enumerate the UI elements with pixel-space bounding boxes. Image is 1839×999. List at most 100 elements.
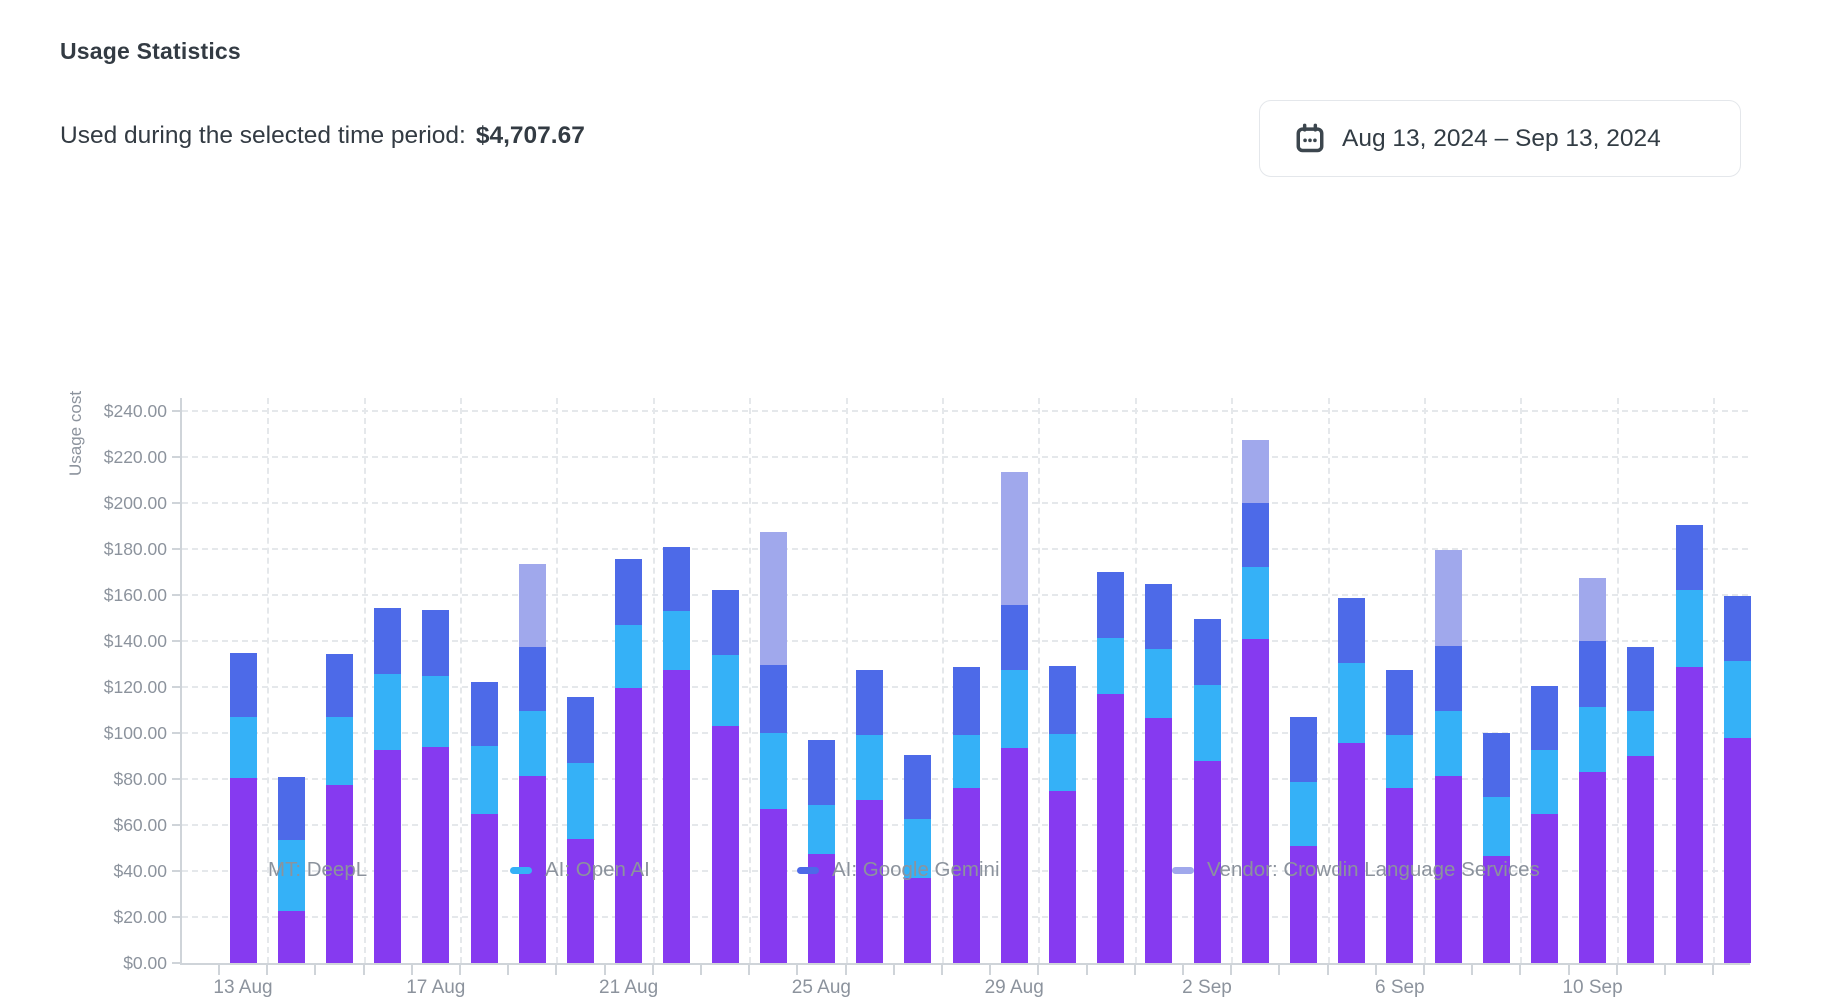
legend-item[interactable]: AI: Open AI [510,858,650,882]
bar-segment[interactable] [1530,813,1558,963]
stacked-bar[interactable] [663,546,691,963]
date-range-button[interactable]: Aug 13, 2024 – Sep 13, 2024 [1259,100,1741,177]
bar-segment[interactable] [277,911,305,963]
bar-segment[interactable] [1675,590,1703,668]
stacked-bar[interactable] [1579,577,1607,963]
bar-segment[interactable] [807,805,835,854]
bar-segment[interactable] [1627,711,1655,756]
bar-segment[interactable] [759,665,787,734]
bar-segment[interactable] [422,746,450,963]
bar-segment[interactable] [1530,750,1558,814]
stacked-bar[interactable] [1145,583,1173,963]
stacked-bar[interactable] [1675,524,1703,963]
stacked-bar[interactable] [952,667,980,963]
bar-segment[interactable] [615,688,643,963]
bar-segment[interactable] [229,716,257,778]
bar-segment[interactable] [1434,711,1462,776]
bar-segment[interactable] [1241,503,1269,568]
bar-segment[interactable] [566,762,594,839]
bar-segment[interactable] [1193,684,1221,761]
stacked-bar[interactable] [229,652,257,963]
bar-segment[interactable] [952,667,980,736]
stacked-bar[interactable] [1482,733,1510,963]
bar-segment[interactable] [1627,646,1655,712]
bar-segment[interactable] [759,733,787,809]
bar-segment[interactable] [1097,572,1125,638]
bar-segment[interactable] [1482,797,1510,857]
stacked-bar[interactable] [1723,596,1751,963]
bar-segment[interactable] [1048,790,1076,963]
bar-segment[interactable] [277,839,305,912]
bar-segment[interactable] [1241,567,1269,639]
stacked-bar[interactable] [807,739,835,963]
bar-segment[interactable] [1289,716,1317,783]
stacked-bar[interactable] [1048,666,1076,963]
stacked-bar[interactable] [1289,716,1317,963]
stacked-bar[interactable] [1338,598,1366,963]
legend-item[interactable]: AI: Google Gemini [797,858,1000,882]
bar-segment[interactable] [1579,641,1607,707]
bar-segment[interactable] [566,838,594,963]
bar-segment[interactable] [374,674,402,751]
bar-segment[interactable] [856,799,884,963]
bar-segment[interactable] [759,808,787,963]
bar-segment[interactable] [1048,734,1076,791]
legend-item[interactable]: MT: DeepL [233,858,367,882]
legend-item[interactable]: Vendor: Crowdin Language Services [1172,858,1540,882]
bar-segment[interactable] [374,750,402,963]
bar-segment[interactable] [1241,439,1269,504]
bar-segment[interactable] [229,652,257,717]
bar-segment[interactable] [1145,649,1173,719]
stacked-bar[interactable] [711,590,739,963]
bar-segment[interactable] [904,877,932,963]
bar-segment[interactable] [1241,638,1269,963]
bar-segment[interactable] [1000,747,1028,963]
bar-segment[interactable] [1723,596,1751,661]
stacked-bar[interactable] [325,653,353,963]
bar-segment[interactable] [518,646,546,712]
bar-segment[interactable] [566,697,594,763]
bar-segment[interactable] [518,711,546,776]
bar-segment[interactable] [1675,524,1703,591]
bar-segment[interactable] [325,716,353,785]
stacked-bar[interactable] [1434,550,1462,963]
bar-segment[interactable] [952,788,980,963]
stacked-bar[interactable] [518,563,546,963]
stacked-bar[interactable] [759,531,787,963]
stacked-bar[interactable] [856,669,884,963]
bar-segment[interactable] [663,546,691,612]
stacked-bar[interactable] [422,609,450,963]
bar-segment[interactable] [470,745,498,814]
bar-segment[interactable] [904,754,932,820]
bar-segment[interactable] [1048,666,1076,735]
bar-segment[interactable] [1434,775,1462,963]
bar-segment[interactable] [856,735,884,800]
stacked-bar[interactable] [1530,685,1558,963]
bar-segment[interactable] [711,726,739,963]
bar-segment[interactable] [277,776,305,840]
bar-segment[interactable] [470,813,498,963]
bar-segment[interactable] [759,531,787,666]
bar-segment[interactable] [422,675,450,747]
bar-segment[interactable] [856,669,884,736]
stacked-bar[interactable] [615,559,643,963]
stacked-bar[interactable] [1241,439,1269,963]
bar-segment[interactable] [1097,637,1125,694]
bar-segment[interactable] [1338,743,1366,963]
bar-segment[interactable] [1482,733,1510,798]
stacked-bar[interactable] [1193,619,1221,963]
stacked-bar[interactable] [374,607,402,963]
bar-segment[interactable] [663,611,691,670]
bar-segment[interactable] [1000,669,1028,748]
bar-segment[interactable] [1723,737,1751,963]
stacked-bar[interactable] [904,754,932,963]
bar-segment[interactable] [1000,471,1028,606]
bar-segment[interactable] [1145,718,1173,963]
stacked-bar[interactable] [1386,669,1414,963]
stacked-bar[interactable] [470,682,498,963]
stacked-bar[interactable] [566,697,594,963]
bar-segment[interactable] [470,682,498,746]
bar-segment[interactable] [1289,782,1317,846]
bar-segment[interactable] [807,739,835,806]
bar-segment[interactable] [1482,856,1510,963]
